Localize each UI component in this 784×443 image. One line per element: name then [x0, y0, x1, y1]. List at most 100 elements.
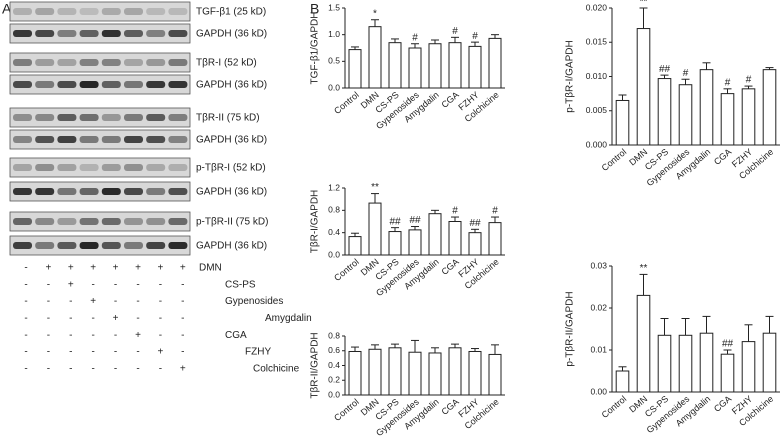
blot-band — [35, 136, 55, 143]
blot-label: GAPDH (36 kD) — [196, 241, 267, 252]
blot-band — [168, 30, 188, 37]
blot-band — [79, 30, 99, 37]
blot-band — [101, 114, 121, 121]
bar — [368, 26, 382, 89]
y-tick-label: 0.8 — [328, 330, 340, 340]
blot-band — [57, 218, 77, 225]
treatment-sign: - — [24, 296, 27, 307]
treatment-sign: - — [114, 363, 117, 374]
blot-band — [35, 242, 55, 249]
blot — [9, 211, 191, 232]
y-tick-label: 0.015 — [586, 37, 608, 47]
y-tick-label: 0.8 — [328, 205, 340, 215]
y-tick-label: 0.020 — [586, 2, 608, 12]
significance: ** — [640, 263, 648, 274]
blot-band — [13, 218, 32, 225]
treatment-sign: + — [113, 313, 119, 324]
treatment-sign: - — [92, 279, 95, 290]
blot-band — [146, 164, 166, 171]
treatment-sign: - — [47, 313, 50, 324]
treatment-sign: - — [24, 330, 27, 341]
blot-band — [146, 8, 166, 15]
bar — [368, 202, 382, 256]
treatment-sign: - — [159, 279, 162, 290]
panel-label: B — [310, 1, 319, 17]
blot-band — [13, 30, 32, 37]
blot-band — [57, 81, 77, 88]
blot-label: GAPDH (36 kD) — [196, 187, 267, 198]
blot-band — [124, 81, 143, 88]
significance: ## — [409, 215, 421, 226]
blot-band — [101, 136, 121, 143]
blot-band — [57, 59, 77, 66]
y-tick-label: 0.01 — [590, 344, 607, 354]
blot-band — [13, 59, 32, 66]
bar — [488, 37, 502, 89]
bar — [488, 222, 502, 256]
blot-band — [124, 188, 143, 195]
treatment-sign: - — [47, 363, 50, 374]
blot-band — [79, 188, 99, 195]
y-tick-label: 0.0 — [328, 249, 340, 259]
treatment-sign: - — [181, 296, 184, 307]
bar — [468, 232, 482, 256]
blot-band — [13, 8, 32, 15]
blot-band — [101, 30, 121, 37]
blot-band — [13, 114, 32, 121]
blot-band — [124, 8, 143, 15]
treatment-sign: + — [157, 263, 163, 274]
blot-band — [101, 8, 121, 15]
treatment-sign: + — [135, 330, 141, 341]
bar — [720, 353, 735, 393]
blot-label: TGF-β1 (25 kD) — [196, 7, 266, 18]
treatment-sign: + — [113, 263, 119, 274]
x-tick-label: Control — [600, 394, 629, 420]
treatment-sign: + — [68, 263, 74, 274]
blot-band — [57, 242, 77, 249]
treatment-sign: + — [45, 263, 51, 274]
significance: ** — [640, 0, 648, 8]
bar — [368, 348, 382, 396]
treatment-sign: - — [69, 296, 72, 307]
treatment-sign: + — [90, 296, 96, 307]
bar — [636, 28, 651, 146]
significance: # — [492, 206, 498, 217]
treatment-sign: - — [24, 347, 27, 358]
bar — [408, 229, 422, 256]
x-tick-label: Control — [332, 90, 361, 116]
y-tick-label: 0.000 — [586, 139, 608, 149]
bar — [699, 69, 714, 146]
treatment-sign: - — [92, 330, 95, 341]
bar — [741, 88, 756, 146]
blot-label: TβR-I (52 kD) — [196, 58, 257, 69]
treatment-name: FZHY — [245, 347, 271, 358]
y-tick-label: 0.010 — [586, 71, 608, 81]
treatment-sign: - — [181, 330, 184, 341]
blot-band — [168, 164, 188, 171]
treatment-sign: - — [159, 363, 162, 374]
treatment-sign: - — [159, 296, 162, 307]
blot — [9, 52, 191, 73]
blot-band — [124, 59, 143, 66]
blot-label: p-TβR-II (75 kD) — [196, 217, 268, 228]
blot-label: GAPDH (36 kD) — [196, 80, 267, 91]
y-tick-label: 0.02 — [590, 302, 607, 312]
treatment-sign: - — [181, 313, 184, 324]
blot-band — [168, 188, 188, 195]
treatment-sign: - — [47, 279, 50, 290]
blot-band — [146, 188, 166, 195]
treatment-sign: - — [24, 279, 27, 290]
significance: # — [472, 31, 478, 42]
blot-band — [57, 136, 77, 143]
treatment-sign: - — [92, 363, 95, 374]
blot-band — [168, 59, 188, 66]
blot-band — [57, 8, 77, 15]
blot-band — [124, 136, 143, 143]
bar — [408, 351, 422, 396]
bar — [348, 49, 362, 89]
bar — [615, 370, 630, 393]
blot-band — [57, 188, 77, 195]
treatment-sign: - — [181, 279, 184, 290]
blot-band — [101, 242, 121, 249]
